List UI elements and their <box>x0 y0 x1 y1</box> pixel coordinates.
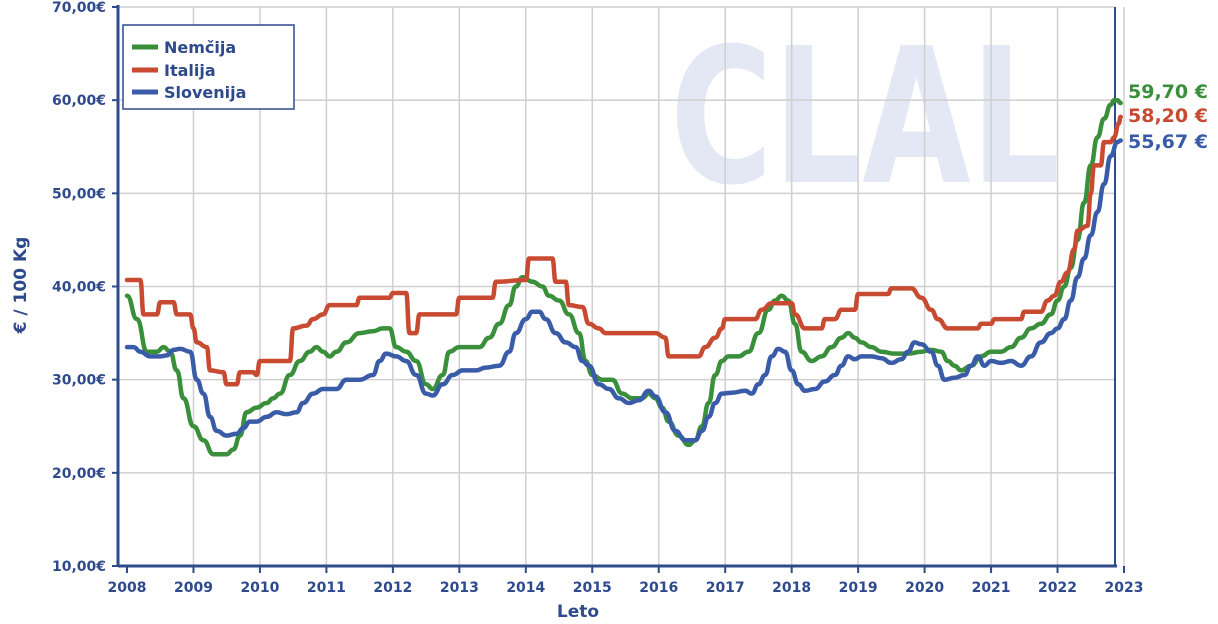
end-label-0: 59,70 € <box>1128 81 1208 103</box>
y-axis-ticks: 10,00€ 20,00€ 30,00€ 40,00€ 50,00€ 60,00€ 70,0… <box>52 0 106 575</box>
y-tick-label: 70,00€ <box>52 0 106 16</box>
x-tick-label: 2022 <box>1038 580 1077 596</box>
axes <box>112 5 1125 573</box>
y-axis-label: € / 100 Kg <box>11 237 31 335</box>
series-lines <box>124 97 1123 457</box>
y-tick-label: 10,00€ <box>52 559 106 575</box>
x-tick-label: 2015 <box>573 580 612 596</box>
x-tick-label: 2018 <box>772 580 811 596</box>
y-tick-label: 20,00€ <box>52 466 106 482</box>
end-label-2: 55,67 € <box>1128 131 1208 153</box>
y-tick-label: 30,00€ <box>52 373 106 389</box>
x-tick-label: 2020 <box>905 580 944 596</box>
grid-lines <box>118 6 1125 566</box>
legend-label-slovenija: Slovenija <box>164 83 246 102</box>
end-value-labels: 59,70 €58,20 € 55,67 € <box>1128 81 1208 153</box>
x-tick-label: 2013 <box>440 580 479 596</box>
x-tick-label: 2012 <box>373 580 412 596</box>
x-tick-label: 2023 <box>1105 580 1144 596</box>
x-tick-label: 2010 <box>240 580 279 596</box>
series-line-1 <box>124 114 1123 387</box>
y-tick-label: 50,00€ <box>52 186 106 202</box>
x-tick-label: 2009 <box>174 580 213 596</box>
watermark-logo: CLAL <box>670 8 1060 227</box>
legend: Nemčija Italija Slovenija <box>122 24 295 110</box>
x-tick-label: 2021 <box>972 580 1011 596</box>
series-line-2 <box>124 138 1123 443</box>
x-tick-label: 2016 <box>639 580 678 596</box>
x-axis-ticks: 2008 2009 2010 2011 2012 2013 2014 2015 2016 2017… <box>108 580 1144 596</box>
end-label-1: 58,20 € <box>1128 105 1208 127</box>
x-tick-label: 2019 <box>839 580 878 596</box>
x-axis-label: Leto <box>557 602 599 622</box>
legend-label-nemcija: Nemčija <box>164 38 236 57</box>
x-tick-label: 2011 <box>307 580 346 596</box>
y-tick-label: 60,00€ <box>52 93 106 109</box>
legend-label-italija: Italija <box>164 61 216 80</box>
legend-box <box>122 24 295 110</box>
x-tick-label: 2008 <box>108 580 147 596</box>
x-tick-label: 2014 <box>506 580 545 596</box>
x-tick-label: 2017 <box>706 580 745 596</box>
y-tick-label: 40,00€ <box>52 280 106 296</box>
